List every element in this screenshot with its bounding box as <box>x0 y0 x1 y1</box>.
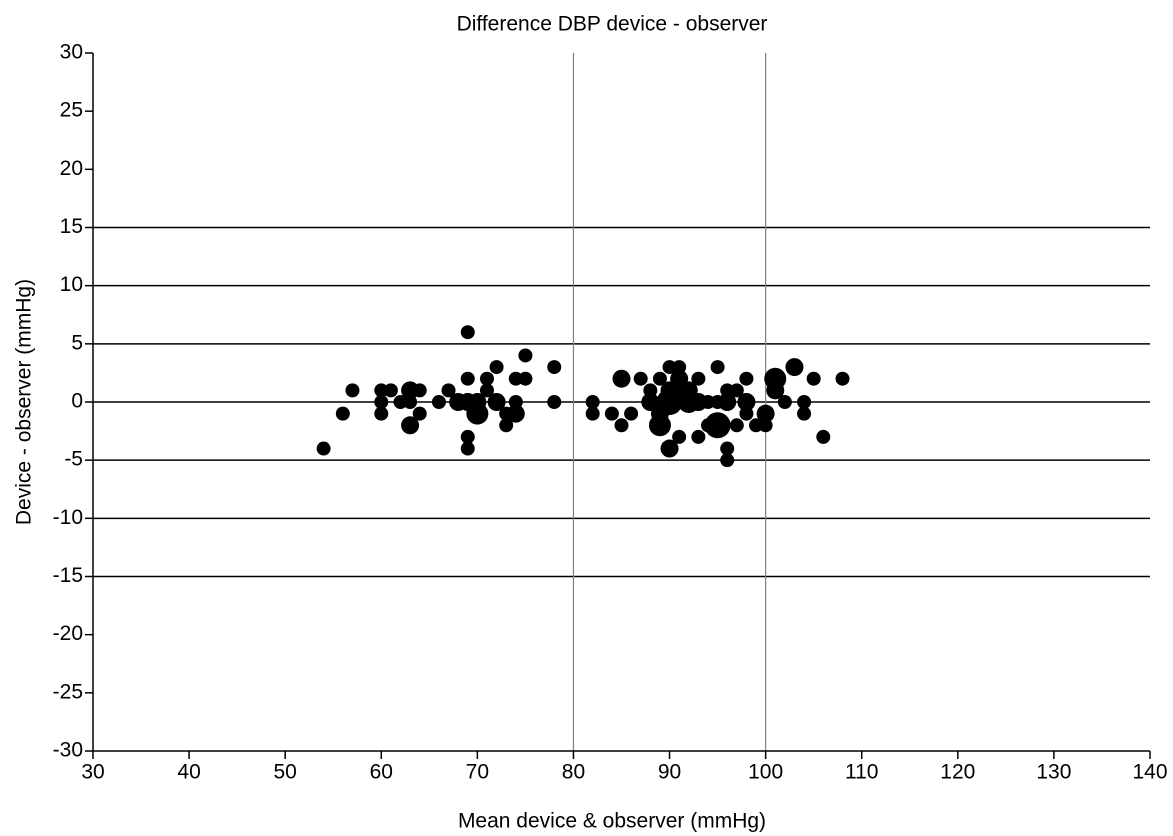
point <box>403 395 418 409</box>
x-tick-label: 90 <box>658 761 681 784</box>
x-tick-label: 80 <box>562 761 585 784</box>
point <box>643 383 658 398</box>
y-tick-label: -10 <box>53 506 83 529</box>
point <box>585 406 600 421</box>
point <box>758 418 773 433</box>
point <box>487 393 506 411</box>
point <box>633 371 648 386</box>
point <box>718 393 737 411</box>
y-axis-label: Device - observer (mmHg) <box>13 279 36 525</box>
point <box>691 371 706 386</box>
y-tick-label: 20 <box>60 157 83 180</box>
point <box>460 441 475 456</box>
point <box>506 404 525 423</box>
point <box>797 406 812 421</box>
point <box>468 393 487 411</box>
point <box>749 418 764 433</box>
point <box>648 414 671 437</box>
point <box>374 406 389 421</box>
point <box>737 393 756 411</box>
point <box>700 395 715 409</box>
point <box>672 429 687 444</box>
point <box>479 383 494 398</box>
point <box>374 395 389 409</box>
y-tick-label: -15 <box>53 564 83 587</box>
x-tick-label: 100 <box>748 761 783 784</box>
point <box>729 418 744 433</box>
point <box>739 406 754 421</box>
point <box>547 395 562 409</box>
point <box>412 383 427 398</box>
point <box>547 360 562 375</box>
point <box>816 429 831 444</box>
point <box>720 453 735 468</box>
y-tick-label: 25 <box>60 99 83 122</box>
point <box>604 406 619 421</box>
point <box>806 371 821 386</box>
point <box>383 383 398 398</box>
x-tick-label: 110 <box>845 761 878 784</box>
point <box>345 383 360 398</box>
chart-title: Difference DBP device - observer <box>457 13 768 36</box>
point <box>612 369 631 388</box>
point <box>489 360 504 375</box>
point <box>729 383 744 398</box>
point <box>316 441 331 456</box>
x-tick-label: 40 <box>177 761 200 784</box>
point <box>614 418 629 433</box>
point <box>739 371 754 386</box>
point <box>401 416 420 435</box>
point <box>652 371 667 386</box>
x-tick-label: 140 <box>1132 761 1167 784</box>
y-tick-label: -30 <box>53 739 83 762</box>
x-tick-label: 120 <box>940 761 975 784</box>
y-tick-label: 0 <box>71 390 83 413</box>
point <box>393 395 408 409</box>
point <box>412 406 427 421</box>
y-tick-label: 30 <box>60 41 83 64</box>
point <box>710 360 725 375</box>
point <box>756 404 775 423</box>
point <box>835 371 850 386</box>
point <box>777 395 792 409</box>
y-tick-label: -5 <box>64 448 83 471</box>
x-tick-label: 130 <box>1036 761 1071 784</box>
point <box>785 358 804 377</box>
point <box>479 371 494 386</box>
y-tick-label: 15 <box>60 215 83 238</box>
x-tick-label: 70 <box>466 761 489 784</box>
point <box>660 439 679 458</box>
point <box>766 381 785 400</box>
point <box>662 360 677 375</box>
y-tick-label: -20 <box>53 622 83 645</box>
x-axis-label: Mean device & observer (mmHg) <box>458 810 766 833</box>
point <box>431 395 446 409</box>
point <box>374 383 389 398</box>
y-tick-label: -25 <box>53 680 83 703</box>
x-tick-label: 50 <box>274 761 297 784</box>
y-tick-label: 10 <box>60 273 83 296</box>
x-tick-label: 30 <box>81 761 104 784</box>
point <box>624 406 639 421</box>
point <box>335 406 350 421</box>
point <box>585 395 600 409</box>
point <box>720 441 735 456</box>
point <box>508 371 523 386</box>
point <box>460 429 475 444</box>
point <box>518 371 533 386</box>
point <box>691 429 706 444</box>
point <box>704 412 731 439</box>
point <box>460 371 475 386</box>
y-tick-label: 5 <box>71 331 83 354</box>
point <box>441 383 456 398</box>
point <box>797 395 812 409</box>
point <box>518 348 533 363</box>
point <box>460 325 475 340</box>
x-tick-label: 60 <box>370 761 393 784</box>
point <box>499 418 514 433</box>
